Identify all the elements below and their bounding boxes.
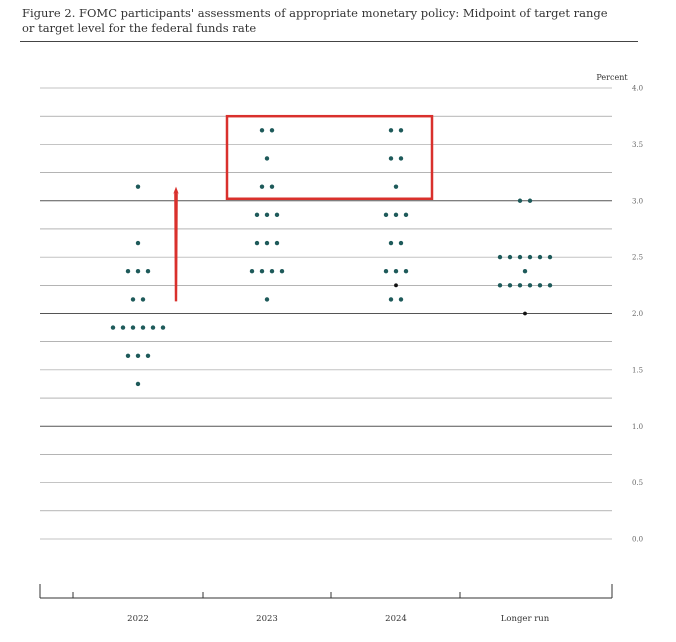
participant-dot: [130, 325, 136, 330]
participant-dot: [120, 325, 126, 330]
participant-dot: [507, 254, 513, 260]
participant-dot: [388, 297, 394, 302]
figure-title-line-2: or target level for the federal funds ra…: [22, 21, 257, 35]
participant-dot: [517, 254, 523, 260]
participant-dot: [269, 184, 275, 189]
x-category-label: 2024: [385, 614, 407, 624]
participant-dot: [537, 254, 543, 260]
participant-dot: [393, 212, 399, 218]
participant-dot: [125, 269, 131, 274]
participant-dot: [393, 184, 399, 189]
participant-dot: [130, 297, 136, 302]
participant-dot: [398, 297, 404, 302]
participant-dot: [269, 269, 275, 274]
y-tick-label: 3.5: [632, 141, 643, 149]
participant-dot: [264, 297, 270, 302]
y-tick-label: 0.0: [632, 536, 643, 544]
participant-dot: [527, 198, 533, 203]
participant-dot: [140, 325, 146, 330]
participant-dot: [254, 212, 260, 218]
dot-column: [383, 128, 409, 302]
participant-dot: [497, 283, 503, 288]
participant-dot: [249, 269, 255, 274]
participant-dot: [547, 283, 553, 288]
participant-dot: [160, 325, 166, 330]
participant-dot: [135, 269, 141, 274]
participant-dot: [517, 198, 523, 203]
participant-dot: [264, 212, 270, 218]
y-tick-labels: 4.0 3.5 3.0 2.5 2.0 1.5 1.0 0.5 0.0: [632, 85, 643, 544]
grid-lines: [40, 87, 612, 540]
y-tick-label: 1.5: [632, 366, 643, 374]
dot-column: [249, 128, 285, 302]
participant-dot: [269, 128, 275, 133]
participant-dot: [264, 240, 270, 246]
participant-dot: [398, 156, 404, 161]
participant-dot: [383, 269, 389, 274]
participant-dot: [274, 212, 280, 218]
y-tick-label: 2.5: [632, 254, 643, 262]
participant-dot: [522, 269, 528, 274]
participant-dot: [274, 240, 280, 246]
participant-dot: [497, 254, 503, 260]
dot-column: [497, 198, 553, 316]
participant-dot: [259, 184, 265, 189]
participant-dot: [537, 283, 543, 288]
participant-dot: [383, 212, 389, 218]
participant-dot: [140, 297, 146, 302]
participant-dot: [125, 353, 131, 358]
participant-dot: [279, 269, 285, 274]
x-category-label: 2023: [256, 614, 278, 624]
participant-dot: [398, 240, 404, 246]
participant-dot: [388, 240, 394, 246]
participant-dot: [547, 254, 553, 260]
participant-dot: [145, 353, 151, 358]
highlight-box: [225, 114, 434, 200]
participant-dot: [259, 269, 265, 274]
x-category-label: Longer run: [501, 614, 550, 624]
participant-dot: [150, 325, 156, 330]
x-axis: 2022 2023 2024 Longer run: [39, 584, 613, 624]
title-rule: [20, 41, 638, 42]
y-tick-label: 0.5: [632, 479, 643, 487]
participant-dot: [527, 254, 533, 260]
y-tick-label: 1.0: [632, 423, 643, 431]
participant-dot: [135, 240, 141, 246]
figure-title: Figure 2. FOMC participants' assessments…: [22, 6, 642, 36]
participant-dot: [388, 128, 394, 133]
participant-dot: [135, 353, 141, 358]
dot-column: [110, 184, 166, 387]
participant-dot: [135, 381, 141, 387]
highlight-arrow: [173, 186, 179, 302]
y-tick-label: 2.0: [632, 310, 643, 318]
participant-dot: [145, 269, 151, 274]
participant-dot: [135, 184, 141, 189]
participant-dot: [507, 283, 513, 288]
participant-dot: [254, 240, 260, 246]
participant-dot: [264, 156, 270, 161]
y-tick-label: 3.0: [632, 197, 643, 205]
participant-dot: [388, 156, 394, 161]
figure-title-line-1: Figure 2. FOMC participants' assessments…: [22, 6, 608, 20]
annotations-layer: [173, 114, 434, 302]
participant-dot: [393, 269, 399, 274]
participant-dot: [394, 283, 398, 288]
y-axis-unit-label: Percent: [596, 73, 628, 82]
participant-dot: [110, 325, 116, 330]
y-tick-label: 4.0: [632, 85, 643, 93]
participant-dot: [398, 128, 404, 133]
x-category-label: 2022: [127, 614, 149, 624]
participant-dot: [527, 283, 533, 288]
participant-dot: [523, 311, 527, 316]
participant-dot: [403, 269, 409, 274]
participant-dot: [517, 283, 523, 288]
participant-dot: [259, 128, 265, 133]
dots-layer: [110, 128, 553, 387]
participant-dot: [403, 212, 409, 218]
